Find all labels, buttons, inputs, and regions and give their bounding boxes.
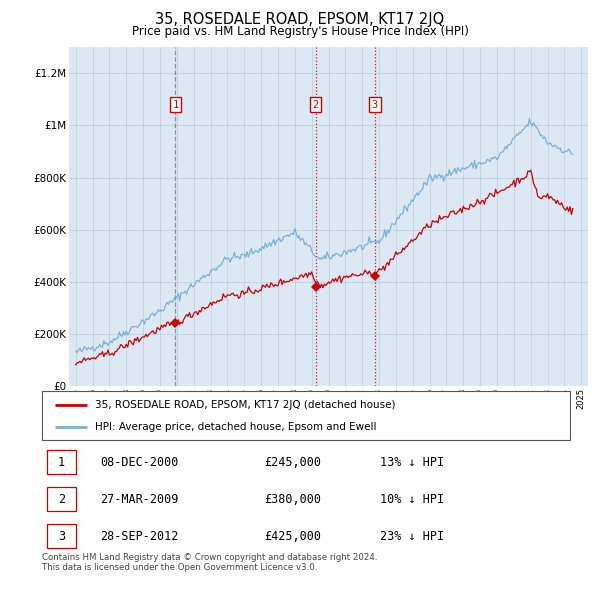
- Text: 10% ↓ HPI: 10% ↓ HPI: [380, 493, 444, 506]
- Text: 13% ↓ HPI: 13% ↓ HPI: [380, 455, 444, 468]
- Text: 3: 3: [58, 530, 65, 543]
- FancyBboxPatch shape: [47, 525, 76, 548]
- Text: This data is licensed under the Open Government Licence v3.0.: This data is licensed under the Open Gov…: [42, 563, 317, 572]
- Text: 1: 1: [172, 100, 179, 110]
- Text: £380,000: £380,000: [264, 493, 321, 506]
- FancyBboxPatch shape: [47, 487, 76, 512]
- Text: 3: 3: [372, 100, 378, 110]
- Text: 35, ROSEDALE ROAD, EPSOM, KT17 2JQ: 35, ROSEDALE ROAD, EPSOM, KT17 2JQ: [155, 12, 445, 27]
- FancyBboxPatch shape: [42, 391, 570, 440]
- Text: 27-MAR-2009: 27-MAR-2009: [100, 493, 178, 506]
- Text: HPI: Average price, detached house, Epsom and Ewell: HPI: Average price, detached house, Epso…: [95, 422, 376, 432]
- Text: £245,000: £245,000: [264, 455, 321, 468]
- Text: Price paid vs. HM Land Registry's House Price Index (HPI): Price paid vs. HM Land Registry's House …: [131, 25, 469, 38]
- Text: 23% ↓ HPI: 23% ↓ HPI: [380, 530, 444, 543]
- Text: £425,000: £425,000: [264, 530, 321, 543]
- Text: Contains HM Land Registry data © Crown copyright and database right 2024.: Contains HM Land Registry data © Crown c…: [42, 553, 377, 562]
- Text: 28-SEP-2012: 28-SEP-2012: [100, 530, 178, 543]
- Text: 2: 2: [58, 493, 65, 506]
- Text: 08-DEC-2000: 08-DEC-2000: [100, 455, 178, 468]
- FancyBboxPatch shape: [47, 450, 76, 474]
- Text: 1: 1: [58, 455, 65, 468]
- Text: 2: 2: [313, 100, 319, 110]
- Text: 35, ROSEDALE ROAD, EPSOM, KT17 2JQ (detached house): 35, ROSEDALE ROAD, EPSOM, KT17 2JQ (deta…: [95, 399, 395, 409]
